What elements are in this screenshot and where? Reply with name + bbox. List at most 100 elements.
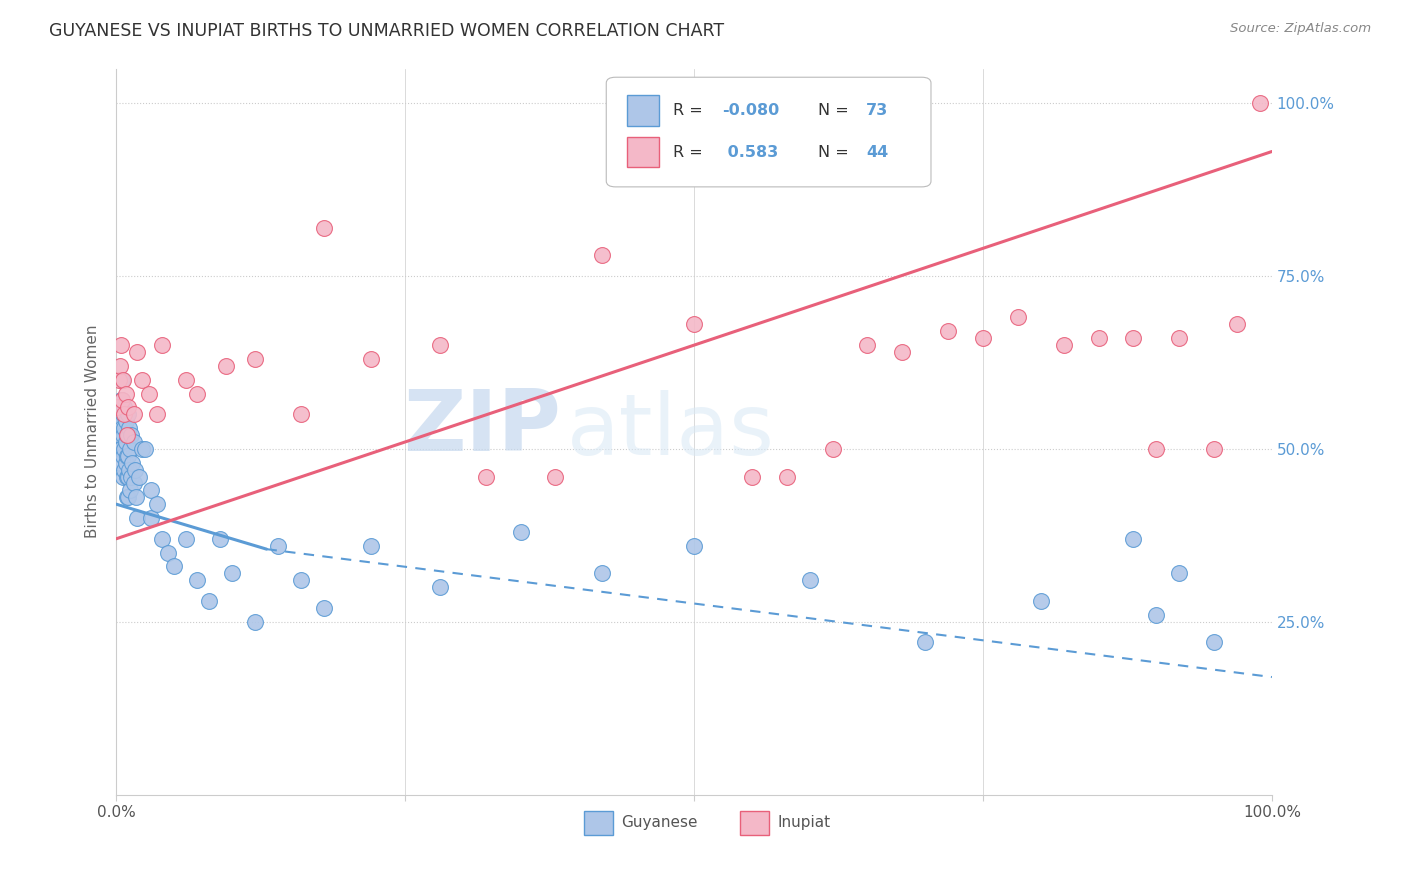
Point — [1204, 635, 1226, 649]
Point — [290, 407, 312, 421]
Point — [314, 601, 336, 615]
Point — [115, 490, 138, 504]
Point — [243, 615, 266, 629]
Text: ZIP: ZIP — [404, 386, 561, 469]
Point — [683, 539, 706, 553]
Point — [775, 469, 797, 483]
Point — [186, 386, 208, 401]
Point — [591, 566, 613, 581]
Point — [1168, 331, 1191, 345]
Y-axis label: Births to Unmarried Women: Births to Unmarried Women — [86, 325, 100, 538]
FancyBboxPatch shape — [606, 78, 931, 187]
Point — [111, 373, 134, 387]
Point — [360, 351, 382, 366]
Point — [174, 373, 197, 387]
Point — [117, 490, 139, 504]
Point — [215, 359, 238, 373]
Point — [114, 414, 136, 428]
Point — [145, 407, 167, 421]
Point — [821, 442, 844, 456]
Point — [111, 393, 134, 408]
Point — [544, 469, 567, 483]
FancyBboxPatch shape — [741, 812, 769, 835]
Point — [221, 566, 243, 581]
Point — [108, 407, 131, 421]
Point — [1168, 566, 1191, 581]
Text: Source: ZipAtlas.com: Source: ZipAtlas.com — [1230, 22, 1371, 36]
Text: atlas: atlas — [567, 390, 775, 473]
Point — [110, 338, 132, 352]
Point — [1144, 607, 1167, 622]
Point — [157, 545, 180, 559]
Point — [1144, 442, 1167, 456]
Point — [1122, 331, 1144, 345]
Point — [115, 428, 138, 442]
Point — [799, 574, 821, 588]
Point — [972, 331, 994, 345]
Text: 0.583: 0.583 — [721, 145, 778, 160]
Point — [936, 324, 959, 338]
Point — [243, 351, 266, 366]
Point — [107, 442, 129, 456]
Point — [591, 248, 613, 262]
Point — [125, 345, 148, 359]
Point — [120, 442, 142, 456]
Point — [139, 511, 162, 525]
Point — [112, 401, 135, 415]
Point — [124, 462, 146, 476]
Point — [891, 345, 914, 359]
Point — [290, 574, 312, 588]
Point — [125, 490, 148, 504]
Point — [856, 338, 879, 352]
Point — [429, 580, 451, 594]
Point — [1087, 331, 1109, 345]
Point — [120, 483, 142, 498]
Point — [741, 469, 763, 483]
Point — [509, 524, 531, 539]
Point — [112, 469, 135, 483]
Point — [112, 428, 135, 442]
Text: N =: N = — [818, 145, 853, 160]
Point — [108, 428, 131, 442]
Point — [209, 532, 232, 546]
Point — [107, 373, 129, 387]
Text: GUYANESE VS INUPIAT BIRTHS TO UNMARRIED WOMEN CORRELATION CHART: GUYANESE VS INUPIAT BIRTHS TO UNMARRIED … — [49, 22, 724, 40]
Point — [110, 442, 132, 456]
Point — [429, 338, 451, 352]
Point — [115, 428, 138, 442]
Point — [111, 393, 134, 408]
Point — [914, 635, 936, 649]
Point — [1007, 310, 1029, 325]
Text: 73: 73 — [866, 103, 889, 118]
Point — [145, 497, 167, 511]
Point — [122, 476, 145, 491]
Point — [117, 428, 139, 442]
Point — [174, 532, 197, 546]
Point — [131, 442, 153, 456]
Text: Guyanese: Guyanese — [621, 815, 697, 830]
Point — [117, 449, 139, 463]
Point — [267, 539, 290, 553]
Point — [115, 449, 138, 463]
Point — [117, 469, 139, 483]
Point — [108, 456, 131, 470]
Point — [128, 469, 150, 483]
Point — [115, 469, 138, 483]
Point — [1029, 594, 1052, 608]
Point — [152, 338, 174, 352]
Point — [1226, 318, 1249, 332]
Point — [112, 407, 135, 421]
Point — [1249, 96, 1271, 111]
Point — [107, 421, 129, 435]
Point — [683, 318, 706, 332]
Point — [114, 434, 136, 449]
Point — [117, 407, 139, 421]
Point — [112, 462, 135, 476]
Point — [360, 539, 382, 553]
Point — [197, 594, 219, 608]
Point — [120, 469, 142, 483]
Point — [114, 386, 136, 401]
Point — [118, 462, 141, 476]
Point — [152, 532, 174, 546]
Point — [122, 434, 145, 449]
